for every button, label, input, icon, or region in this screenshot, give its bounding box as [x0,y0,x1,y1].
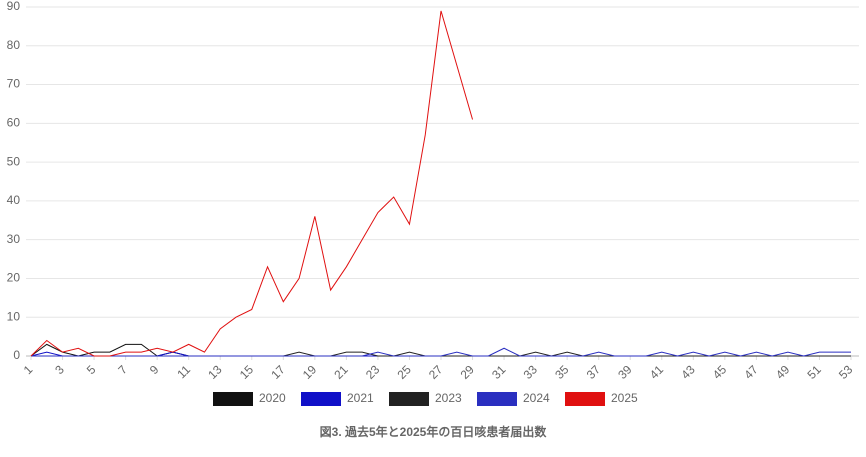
legend-swatch [477,392,517,406]
x-tick-label: 7 [115,362,130,377]
y-tick-label: 20 [7,271,21,285]
series-line [30,10,474,357]
x-tick-label: 33 [521,362,541,382]
x-tick-label: 15 [237,362,257,382]
x-tick-label: 5 [84,362,99,377]
chart-title: 図3. 過去5年と2025年の百日咳患者届出数 [320,424,548,439]
legend-label: 2024 [523,391,550,405]
legend-swatch [301,392,341,406]
legend-swatch [565,392,605,406]
x-tick-label: 29 [458,362,478,382]
x-tick-label: 3 [52,362,67,377]
x-tick-label: 41 [647,362,667,382]
x-tick-label: 45 [710,362,730,382]
y-tick-label: 0 [13,348,20,362]
x-tick-label: 13 [205,362,225,382]
x-tick-label: 27 [426,362,446,382]
x-tick-label: 19 [300,362,320,382]
legend-swatch [389,392,429,406]
legend-label: 2020 [259,391,286,405]
y-tick-label: 10 [7,309,21,323]
x-tick-label: 1 [21,362,36,377]
x-tick-label: 43 [678,362,698,382]
x-tick-label: 23 [363,362,383,382]
series-line [31,347,851,357]
y-tick-label: 60 [7,116,21,130]
x-tick-label: 9 [147,362,162,377]
x-tick-label: 25 [394,362,414,382]
y-tick-label: 30 [7,232,21,246]
y-tick-label: 90 [7,0,21,13]
x-tick-label: 37 [584,362,604,382]
y-tick-label: 40 [7,193,21,207]
legend-label: 2023 [435,391,462,405]
x-tick-label: 47 [741,362,761,382]
x-tick-label: 21 [331,362,351,382]
x-tick-label: 53 [836,362,856,382]
x-tick-label: 49 [773,362,793,382]
x-tick-label: 31 [489,362,509,382]
legend-label: 2025 [611,391,638,405]
series-line [30,343,851,357]
legend-label: 2021 [347,391,374,405]
x-tick-label: 39 [615,362,635,382]
x-tick-label: 11 [174,362,193,381]
x-tick-label: 17 [268,362,288,382]
y-tick-label: 50 [7,154,21,168]
legend-swatch [213,392,253,406]
y-tick-label: 70 [7,77,21,91]
x-tick-label: 51 [804,362,824,382]
y-tick-label: 80 [7,38,21,52]
x-tick-label: 35 [552,362,572,382]
